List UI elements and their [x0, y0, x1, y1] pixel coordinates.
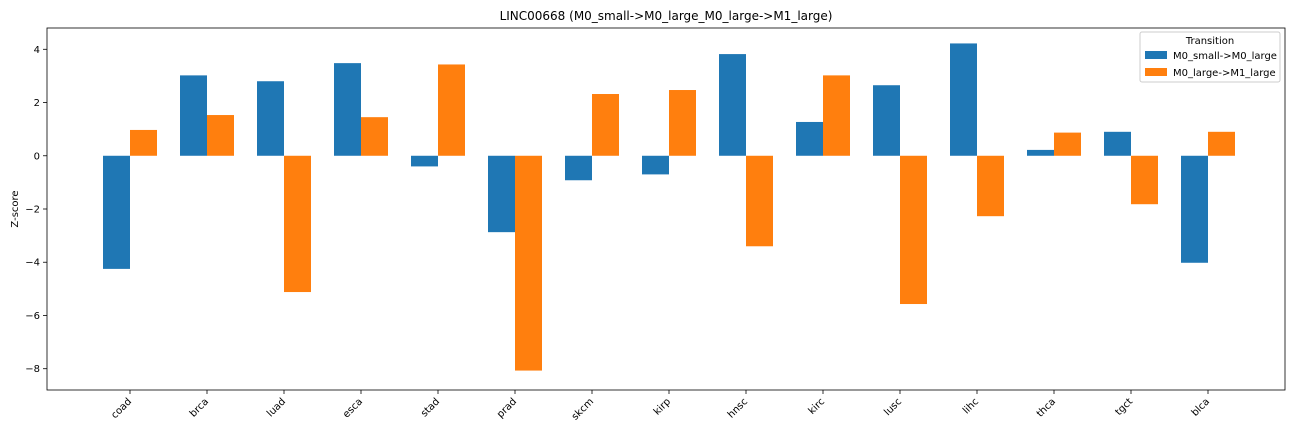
- x-tick-label-thca: thca: [1035, 396, 1058, 419]
- x-tick-label-lihc: lihc: [961, 396, 981, 416]
- x-tick-label-blca: blca: [1190, 396, 1212, 418]
- bar-lusc-series-1: [873, 85, 900, 156]
- bar-thca-series-1: [1027, 149, 1054, 156]
- legend-swatch-series-1: [1145, 51, 1167, 59]
- legend: Transition M0_small->M0_large M0_large->…: [1139, 31, 1281, 83]
- x-tick-label-coad: coad: [109, 396, 134, 421]
- bar-kirp-series-1: [642, 155, 669, 175]
- bar-thca-series-2: [1054, 132, 1081, 156]
- y-tick-label: 0: [34, 151, 40, 162]
- bar-esca-series-1: [334, 63, 361, 156]
- y-axis: 4 2 0 −2 −4 −6 −8: [25, 45, 47, 375]
- bar-kirc-series-2: [823, 75, 850, 156]
- x-axis: coad brca luad esca stad prad skcm kirp hnsc kirc…: [109, 390, 1212, 423]
- bar-skcm-series-2: [592, 94, 619, 156]
- bar-brca-series-1: [180, 75, 207, 156]
- bar-stad-series-2: [438, 64, 465, 156]
- bar-brca-series-2: [207, 115, 234, 156]
- chart-title: LINC00668 (M0_small->M0_large_M0_large->…: [500, 9, 833, 23]
- x-tick-label-prad: prad: [495, 396, 519, 420]
- bar-prad-series-1: [488, 155, 515, 233]
- bar-luad-series-1: [257, 81, 284, 156]
- bar-luad-series-2: [284, 155, 311, 293]
- x-tick-label-hnsc: hnsc: [726, 396, 750, 420]
- legend-box: [1139, 31, 1281, 83]
- x-tick-label-kirp: kirp: [652, 396, 673, 417]
- bar-tgct-series-2: [1131, 155, 1158, 205]
- bar-skcm-series-1: [565, 155, 592, 181]
- bar-coad-series-2: [130, 129, 157, 156]
- bar-kirp-series-2: [669, 90, 696, 156]
- legend-label-series-2: M0_large->M1_large: [1173, 68, 1276, 79]
- y-tick-label: 2: [34, 98, 40, 109]
- bar-prad-series-2: [515, 155, 542, 371]
- bar-stad-series-1: [411, 155, 438, 167]
- bar-blca-series-2: [1208, 131, 1235, 156]
- plot-area-frame: [46, 27, 1286, 391]
- x-tick-label-stad: stad: [419, 396, 442, 419]
- bar-hnsc-series-1: [719, 54, 746, 156]
- bar-lihc-series-1: [950, 43, 977, 156]
- x-tick-label-luad: luad: [265, 396, 288, 419]
- bar-kirc-series-1: [796, 121, 823, 156]
- x-tick-label-skcm: skcm: [570, 396, 596, 422]
- bar-lihc-series-2: [977, 155, 1004, 217]
- x-tick-label-brca: brca: [188, 396, 211, 419]
- bar-tgct-series-1: [1104, 131, 1131, 156]
- bar-esca-series-2: [361, 117, 388, 156]
- y-tick-label: 4: [34, 45, 40, 56]
- bars-group: [103, 43, 1235, 371]
- y-tick-label: −4: [25, 258, 40, 269]
- legend-label-series-1: M0_small->M0_large: [1173, 51, 1277, 62]
- bar-blca-series-1: [1181, 155, 1208, 263]
- y-tick-label: −2: [25, 205, 40, 216]
- bar-hnsc-series-2: [746, 155, 773, 247]
- x-tick-label-esca: esca: [341, 396, 365, 420]
- y-tick-label: −6: [25, 311, 40, 322]
- x-tick-label-lusc: lusc: [882, 396, 904, 418]
- bar-coad-series-1: [103, 155, 130, 269]
- bar-lusc-series-2: [900, 155, 927, 305]
- x-tick-label-tgct: tgct: [1113, 396, 1135, 418]
- y-tick-label: −8: [25, 364, 40, 375]
- x-tick-label-kirc: kirc: [807, 396, 827, 416]
- legend-title: Transition: [1185, 36, 1234, 47]
- legend-swatch-series-2: [1145, 68, 1167, 76]
- y-axis-label: Z-score: [10, 190, 21, 227]
